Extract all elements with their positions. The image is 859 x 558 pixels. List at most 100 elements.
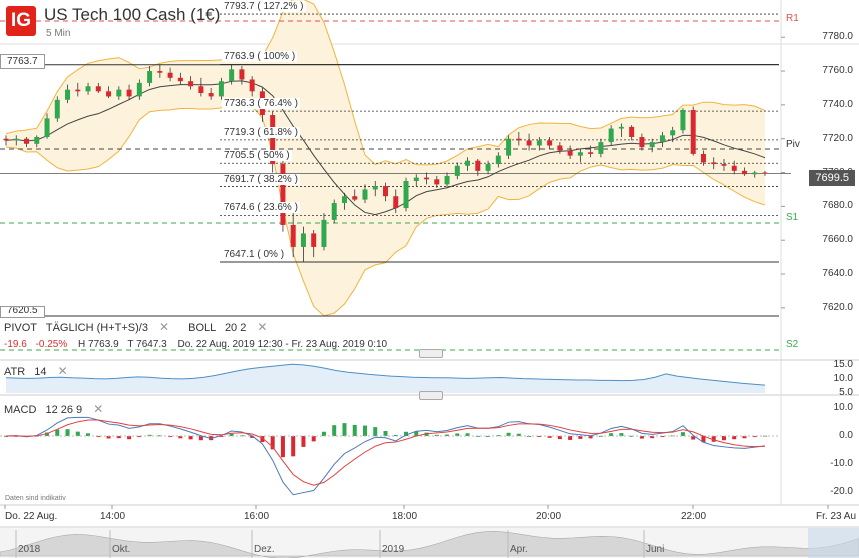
price-tick-label: 7780.0 [822, 31, 853, 43]
macd-histogram-bar [650, 436, 655, 439]
pane-resize-handle[interactable] [419, 391, 443, 400]
macd-histogram-bar [660, 436, 665, 438]
fib-level-label: 7705.5 ( 50% ) [222, 150, 292, 162]
bollinger-fill [6, 0, 765, 316]
time-tick-label: 16:00 [244, 511, 270, 522]
candle-body [249, 79, 255, 92]
candle-body [218, 81, 224, 97]
candle-body [557, 145, 563, 151]
candle-body [495, 155, 501, 165]
fib-level-label: 7793.7 ( 127.2% ) [222, 1, 306, 13]
candle-body [454, 165, 460, 176]
price-tick-label: 7720.0 [822, 132, 853, 144]
candle-body [331, 202, 337, 220]
candle-body [711, 162, 717, 165]
indicator-legend: PIVOT TÄGLICH (H+T+S)/3 ✕ BOLL 20 2 ✕ [4, 320, 267, 334]
candle-body [34, 137, 40, 144]
pivot-s2-label: S2 [786, 339, 799, 350]
candle-body [136, 82, 142, 97]
change-percent: -0.25% [35, 339, 68, 350]
candle-body [95, 86, 101, 92]
pivot-piv-label: Piv [786, 139, 800, 150]
macd-name[interactable]: MACD [4, 404, 37, 416]
candle-body [106, 91, 112, 97]
candle-body [547, 140, 553, 146]
atr-tick-label: 10.0 [833, 372, 853, 384]
macd-histogram-bar [373, 427, 378, 437]
macd-histogram-bar [496, 435, 501, 437]
navigator-label: Juni [646, 544, 665, 555]
candle-body [424, 177, 430, 180]
macd-histogram-bar [578, 436, 583, 439]
atr-params[interactable]: 14 [34, 366, 47, 378]
macd-histogram-bar [270, 436, 275, 450]
navigator-label: Apr. [510, 544, 528, 555]
boll-indicator-params[interactable]: 20 2 [224, 322, 247, 334]
candle-body [341, 196, 347, 203]
time-tick-label: Fr. 23 Au [816, 511, 857, 522]
moving-average-line [5, 80, 766, 216]
macd-histogram-bar [55, 429, 60, 437]
navigator-label: Okt. [112, 544, 131, 555]
macd-histogram-bar [86, 433, 91, 437]
fib-level-label: 7647.1 ( 0% ) [222, 249, 287, 260]
macd-histogram-bar [96, 436, 101, 438]
candle-body [208, 93, 214, 97]
close-icon[interactable]: ✕ [93, 402, 104, 416]
macd-histogram-bar [680, 432, 685, 437]
atr-fill [6, 364, 765, 393]
candle-body [588, 152, 594, 154]
macd-line [5, 416, 766, 496]
candle-body [44, 118, 50, 138]
pane-resize-handle[interactable] [419, 349, 443, 358]
atr-name[interactable]: ATR [4, 366, 26, 378]
macd-params[interactable]: 12 26 9 [45, 404, 83, 416]
pivot-s1-label: S1 [786, 212, 799, 223]
candle-body [126, 89, 132, 97]
atr-tick-label: 5.0 [839, 387, 853, 398]
macd-histogram-bar [178, 436, 183, 439]
candle-body [752, 172, 758, 175]
candle-body [700, 153, 706, 163]
macd-histogram-bar [619, 433, 624, 437]
pivot-indicator-name[interactable]: PIVOT [4, 322, 37, 334]
close-icon[interactable]: ✕ [57, 364, 68, 378]
candle-body [536, 140, 542, 146]
candle-body [85, 86, 91, 92]
macd-histogram-bar [127, 436, 132, 440]
macd-tick-label: 10.0 [833, 402, 853, 414]
candle-body [577, 152, 583, 156]
price-tick-label: 7760.0 [822, 65, 853, 77]
macd-histogram-bar [537, 436, 542, 438]
close-icon[interactable]: ✕ [159, 320, 170, 334]
macd-histogram-bar [404, 431, 409, 437]
candle-body [659, 135, 665, 143]
candle-body [731, 165, 737, 171]
candle-body [239, 69, 245, 80]
fib-level-label: 7674.6 ( 23.6% ) [222, 202, 300, 214]
candle-body [290, 224, 296, 247]
close-icon[interactable]: ✕ [257, 320, 268, 334]
pivot-indicator-params[interactable]: TÄGLICH (H+T+S)/3 [45, 322, 148, 334]
time-tick-label: 20:00 [536, 511, 562, 522]
candle-body [300, 233, 306, 247]
macd-histogram-bar [188, 436, 193, 440]
time-tick-label: 18:00 [392, 511, 418, 522]
boll-indicator-name[interactable]: BOLL [188, 322, 216, 334]
macd-histogram-bar [362, 425, 367, 437]
fib-level-label: 7736.3 ( 76.4% ) [222, 98, 300, 110]
time-tick-label: Do. 22 Aug. [5, 511, 58, 522]
macd-histogram-bar [198, 436, 203, 441]
macd-histogram-bar [65, 429, 70, 437]
macd-histogram-bar [445, 434, 450, 437]
candle-body [598, 142, 604, 154]
macd-tick-label: -20.0 [830, 485, 853, 497]
candle-body [721, 164, 727, 166]
navigator-label: 2019 [382, 544, 405, 555]
high-value: H 7763.9 [78, 339, 119, 350]
candle-body [690, 109, 696, 154]
macd-histogram-bar [147, 434, 152, 437]
candle-body [3, 138, 9, 141]
candle-body [403, 180, 409, 209]
